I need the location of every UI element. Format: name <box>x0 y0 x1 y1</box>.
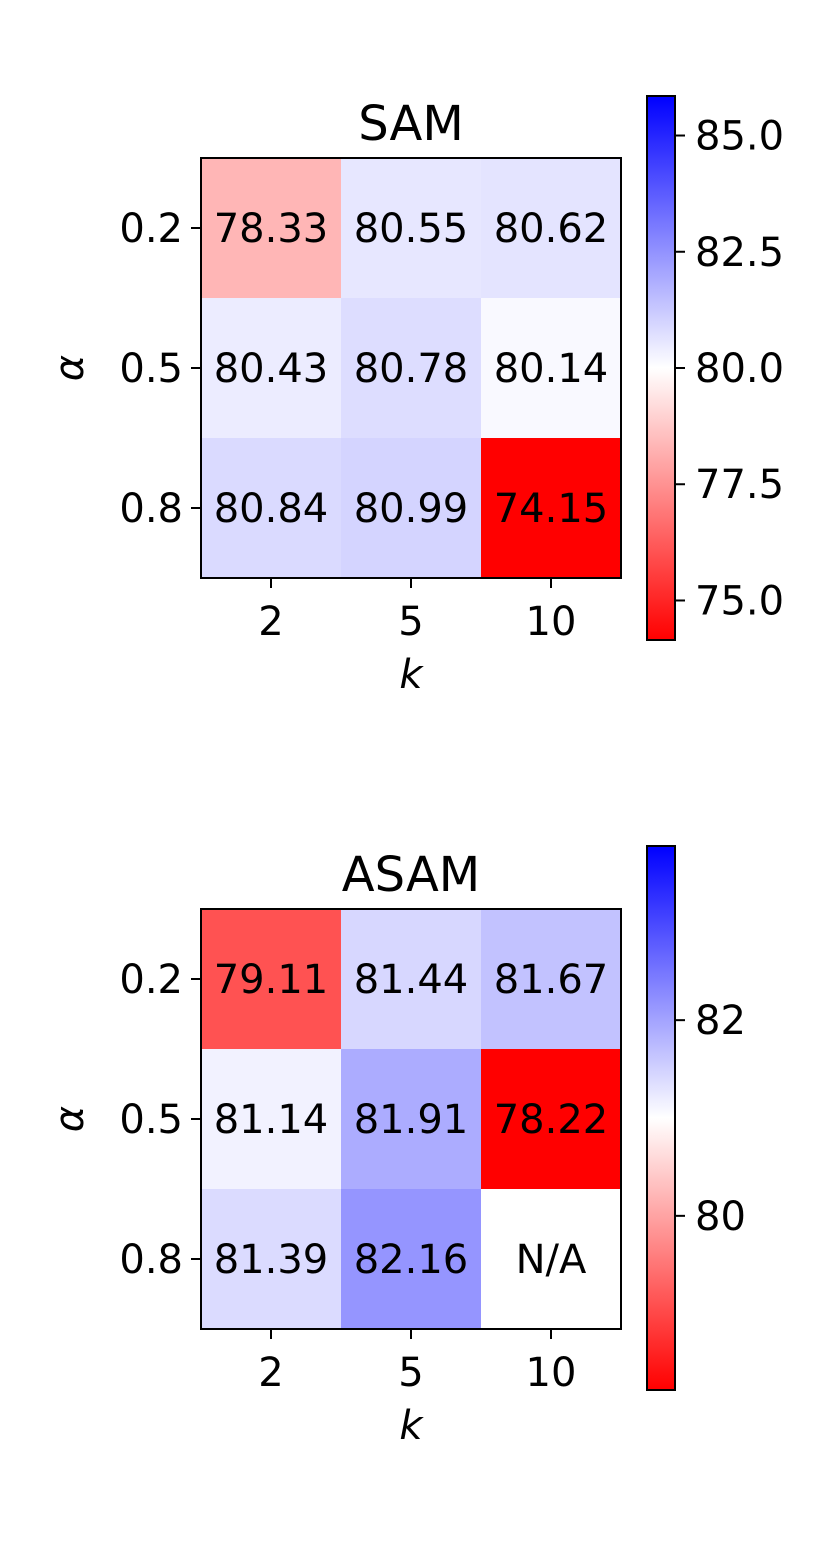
panel-2-ylabel: α <box>47 1106 93 1132</box>
panel-1-cell <box>481 298 621 438</box>
panel-1-cell-label: 80.62 <box>494 206 609 252</box>
panel-2-cell <box>481 1049 621 1189</box>
panel-2-cell <box>481 909 621 1049</box>
panel-2-xtick-label: 5 <box>398 1350 423 1396</box>
panel-1-cell-label: 80.43 <box>214 346 329 392</box>
panel-1-xtick-label: 10 <box>526 599 577 645</box>
panel-1-colorbar-tick-label: 77.5 <box>695 462 784 508</box>
panel-1-cell-label: 80.55 <box>354 206 469 252</box>
panel-1-colorbar-tick-label: 75.0 <box>695 578 784 624</box>
panel-1-title: SAM <box>358 96 464 152</box>
panel-2-cell-label: 81.39 <box>214 1237 329 1283</box>
panel-1-cell <box>341 158 481 298</box>
panel-2-cell-label: 78.22 <box>494 1097 609 1143</box>
panel-1-colorbar-tick-label: 82.5 <box>695 230 784 276</box>
panel-1-cell <box>201 438 341 578</box>
panel-2-xtick-label: 2 <box>258 1350 283 1396</box>
panel-2-cell <box>481 1189 621 1329</box>
panel-2-cell-label: 81.67 <box>494 957 609 1003</box>
panel-2-cell <box>201 1189 341 1329</box>
panel-1-ylabel: α <box>47 355 93 381</box>
panel-1-colorbar <box>646 95 676 641</box>
panel-2-cell <box>341 1049 481 1189</box>
panel-2-xtick-label: 10 <box>526 1350 577 1396</box>
panel-1-cell <box>481 438 621 578</box>
panel-1-cell-label: 80.14 <box>494 346 609 392</box>
panel-1-xtick-label: 2 <box>258 599 283 645</box>
panel-1-ytick-label: 0.2 <box>119 206 183 252</box>
panel-2-cell <box>341 909 481 1049</box>
panel-2-colorbar-tick-label: 82 <box>695 998 746 1044</box>
panel-2-cell-label: 81.44 <box>354 957 469 1003</box>
panel-2-xlabel: k <box>399 1403 424 1449</box>
panel-1-cell-label: 80.78 <box>354 346 469 392</box>
panel-2-cell-label: 79.11 <box>214 957 329 1003</box>
panel-2-colorbar-tick-label: 80 <box>695 1194 746 1240</box>
panel-1-cell-label: 74.15 <box>494 486 609 532</box>
panel-1-cell-label: 80.99 <box>354 486 469 532</box>
panel-1-ytick-label: 0.5 <box>119 346 183 392</box>
panel-1-xlabel: k <box>399 652 424 698</box>
panel-1-cell <box>481 158 621 298</box>
panel-2-cell-label: 81.14 <box>214 1097 329 1143</box>
panel-1-colorbar-tick-label: 85.0 <box>695 114 784 160</box>
panel-1-cell-label: 80.84 <box>214 486 329 532</box>
panel-2-cell <box>201 1049 341 1189</box>
panel-1-colorbar-tick-label: 80.0 <box>695 346 784 392</box>
panel-1-cell <box>201 298 341 438</box>
panel-2-ytick-label: 0.8 <box>119 1237 183 1283</box>
panel-2-ytick-label: 0.5 <box>119 1097 183 1143</box>
panel-1-ytick-label: 0.8 <box>119 486 183 532</box>
panel-2-cell <box>201 909 341 1049</box>
panel-1-cell-label: 78.33 <box>214 206 329 252</box>
panel-2-ytick-label: 0.2 <box>119 957 183 1003</box>
panel-2-cell-label: 82.16 <box>354 1237 469 1283</box>
panel-2-cell-label: 81.91 <box>354 1097 469 1143</box>
panel-2-cell-label: N/A <box>516 1237 587 1283</box>
panel-1-cell <box>341 298 481 438</box>
panel-2: ASAM 79.11 81.44 81.67 81.14 81.91 78.22 81.39 8… <box>47 845 746 1449</box>
panel-2-title: ASAM <box>342 847 480 903</box>
panel-2-cell <box>341 1189 481 1329</box>
panel-1-xtick-label: 5 <box>398 599 423 645</box>
panel-1-cell <box>341 438 481 578</box>
panel-1-cell <box>201 158 341 298</box>
panel-2-colorbar <box>646 845 676 1391</box>
panel-1: SAM 78.33 80.55 80.62 80.43 80.78 80.14 80.84 80… <box>47 95 784 698</box>
